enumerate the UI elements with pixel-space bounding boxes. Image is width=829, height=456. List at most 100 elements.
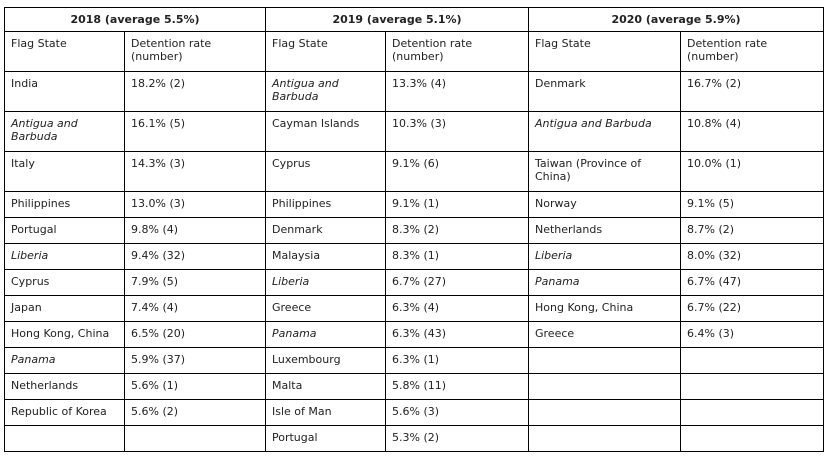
col-header-detention-rate: Detention rate (number) <box>680 31 824 72</box>
flag-state-cell: Liberia <box>265 269 386 296</box>
flag-state-cell <box>528 373 681 400</box>
table-row: Hong Kong, China 6.5% (20) Panama 6.3% (43)… <box>4 321 824 348</box>
flag-state-cell: Portugal <box>4 217 125 244</box>
flag-state-cell <box>528 399 681 426</box>
detention-rate-cell: 8.7% (2) <box>680 217 824 244</box>
detention-rate-cell: 5.3% (2) <box>385 425 529 452</box>
detention-rate-cell: 6.7% (47) <box>680 269 824 296</box>
flag-state-cell: Luxembourg <box>265 347 386 374</box>
table-row: Cyprus 7.9% (5) Liberia 6.7% (27) Panama 6.7%… <box>4 269 824 296</box>
detention-rate-cell <box>680 347 824 374</box>
year-header-row: 2018 (average 5.5%) 2019 (average 5.1%) … <box>4 7 824 32</box>
flag-state-cell: Republic of Korea <box>4 399 125 426</box>
col-header-flag-state: Flag State <box>265 31 386 72</box>
flag-state-cell: India <box>4 71 125 112</box>
detention-rate-cell: 5.6% (3) <box>385 399 529 426</box>
detention-rate-cell: 6.3% (4) <box>385 295 529 322</box>
flag-state-cell: Norway <box>528 191 681 218</box>
flag-state-cell: Japan <box>4 295 125 322</box>
flag-state-cell: Greece <box>528 321 681 348</box>
flag-state-cell <box>528 425 681 452</box>
flag-state-cell: Panama <box>265 321 386 348</box>
flag-state-cell: Denmark <box>265 217 386 244</box>
year-header-2020: 2020 (average 5.9%) <box>528 7 824 32</box>
detention-rate-cell: 6.4% (3) <box>680 321 824 348</box>
flag-state-cell <box>528 347 681 374</box>
col-header-detention-rate: Detention rate (number) <box>124 31 266 72</box>
flag-state-cell: Netherlands <box>4 373 125 400</box>
table-row: Italy 14.3% (3) Cyprus 9.1% (6) Taiwan (Prov… <box>4 151 824 192</box>
table-row: Republic of Korea 5.6% (2) Isle of Man 5.6%… <box>4 399 824 426</box>
flag-state-cell: Antigua and Barbuda <box>4 111 125 152</box>
flag-state-cell: Antigua and Barbuda <box>265 71 386 112</box>
detention-rate-cell: 8.3% (2) <box>385 217 529 244</box>
table-row: Japan 7.4% (4) Greece 6.3% (4) Hong Kong, Ch… <box>4 295 824 322</box>
detention-rate-cell: 10.0% (1) <box>680 151 824 192</box>
table-row: Antigua and Barbuda 16.1% (5) Cayman Islan… <box>4 111 824 152</box>
detention-rate-cell: 6.5% (20) <box>124 321 266 348</box>
detention-table: 2018 (average 5.5%) 2019 (average 5.1%) … <box>4 7 824 452</box>
flag-state-cell: Liberia <box>528 243 681 270</box>
flag-state-cell: Panama <box>4 347 125 374</box>
detention-rate-cell: 16.7% (2) <box>680 71 824 112</box>
detention-rate-cell: 6.3% (43) <box>385 321 529 348</box>
col-header-flag-state: Flag State <box>4 31 125 72</box>
detention-rate-cell: 9.1% (1) <box>385 191 529 218</box>
detention-rate-cell: 8.0% (32) <box>680 243 824 270</box>
flag-state-cell: Cyprus <box>4 269 125 296</box>
detention-rate-cell <box>124 425 266 452</box>
detention-rate-cell: 7.4% (4) <box>124 295 266 322</box>
flag-state-cell <box>4 425 125 452</box>
table-row: Portugal 9.8% (4) Denmark 8.3% (2) Netherlan… <box>4 217 824 244</box>
flag-state-cell: Antigua and Barbuda <box>528 111 681 152</box>
detention-rate-cell: 5.9% (37) <box>124 347 266 374</box>
detention-rate-cell: 9.4% (32) <box>124 243 266 270</box>
flag-state-cell: Liberia <box>4 243 125 270</box>
flag-state-cell: Isle of Man <box>265 399 386 426</box>
year-header-2019: 2019 (average 5.1%) <box>265 7 529 32</box>
detention-rate-cell: 7.9% (5) <box>124 269 266 296</box>
detention-rate-cell: 10.3% (3) <box>385 111 529 152</box>
detention-rate-cell <box>680 399 824 426</box>
detention-rate-cell: 6.7% (27) <box>385 269 529 296</box>
flag-state-cell: Philippines <box>4 191 125 218</box>
detention-rate-cell: 18.2% (2) <box>124 71 266 112</box>
detention-rate-cell: 9.1% (5) <box>680 191 824 218</box>
col-header-flag-state: Flag State <box>528 31 681 72</box>
table-row: Netherlands 5.6% (1) Malta 5.8% (11) <box>4 373 824 400</box>
flag-state-cell: Cayman Islands <box>265 111 386 152</box>
table-row: India 18.2% (2) Antigua and Barbuda 13.3% (… <box>4 71 824 112</box>
flag-state-cell: Philippines <box>265 191 386 218</box>
flag-state-cell: Hong Kong, China <box>4 321 125 348</box>
detention-rate-cell: 14.3% (3) <box>124 151 266 192</box>
flag-state-cell: Netherlands <box>528 217 681 244</box>
detention-rate-cell: 10.8% (4) <box>680 111 824 152</box>
detention-rate-cell: 13.0% (3) <box>124 191 266 218</box>
table-row: Portugal 5.3% (2) <box>4 425 824 452</box>
flag-state-cell: Malaysia <box>265 243 386 270</box>
detention-rate-cell <box>680 425 824 452</box>
flag-state-cell: Malta <box>265 373 386 400</box>
detention-rate-cell: 6.7% (22) <box>680 295 824 322</box>
table-row: Philippines 13.0% (3) Philippines 9.1% (1) N… <box>4 191 824 218</box>
detention-rate-cell: 5.6% (2) <box>124 399 266 426</box>
detention-rate-cell: 5.8% (11) <box>385 373 529 400</box>
col-header-detention-rate: Detention rate (number) <box>385 31 529 72</box>
flag-state-cell: Denmark <box>528 71 681 112</box>
flag-state-cell: Greece <box>265 295 386 322</box>
flag-state-cell: Hong Kong, China <box>528 295 681 322</box>
detention-rate-cell: 16.1% (5) <box>124 111 266 152</box>
table-row: Liberia 9.4% (32) Malaysia 8.3% (1) Liberia 8… <box>4 243 824 270</box>
detention-rate-cell: 6.3% (1) <box>385 347 529 374</box>
flag-state-cell: Cyprus <box>265 151 386 192</box>
detention-rate-cell <box>680 373 824 400</box>
detention-rate-cell: 13.3% (4) <box>385 71 529 112</box>
flag-state-cell: Taiwan (Province of China) <box>528 151 681 192</box>
flag-state-cell: Panama <box>528 269 681 296</box>
flag-state-cell: Italy <box>4 151 125 192</box>
flag-state-cell: Portugal <box>265 425 386 452</box>
detention-rate-cell: 9.1% (6) <box>385 151 529 192</box>
table-body: India 18.2% (2) Antigua and Barbuda 13.3% (… <box>4 71 824 452</box>
detention-rate-cell: 9.8% (4) <box>124 217 266 244</box>
column-header-row: Flag State Detention rate (number) Flag … <box>4 31 824 72</box>
